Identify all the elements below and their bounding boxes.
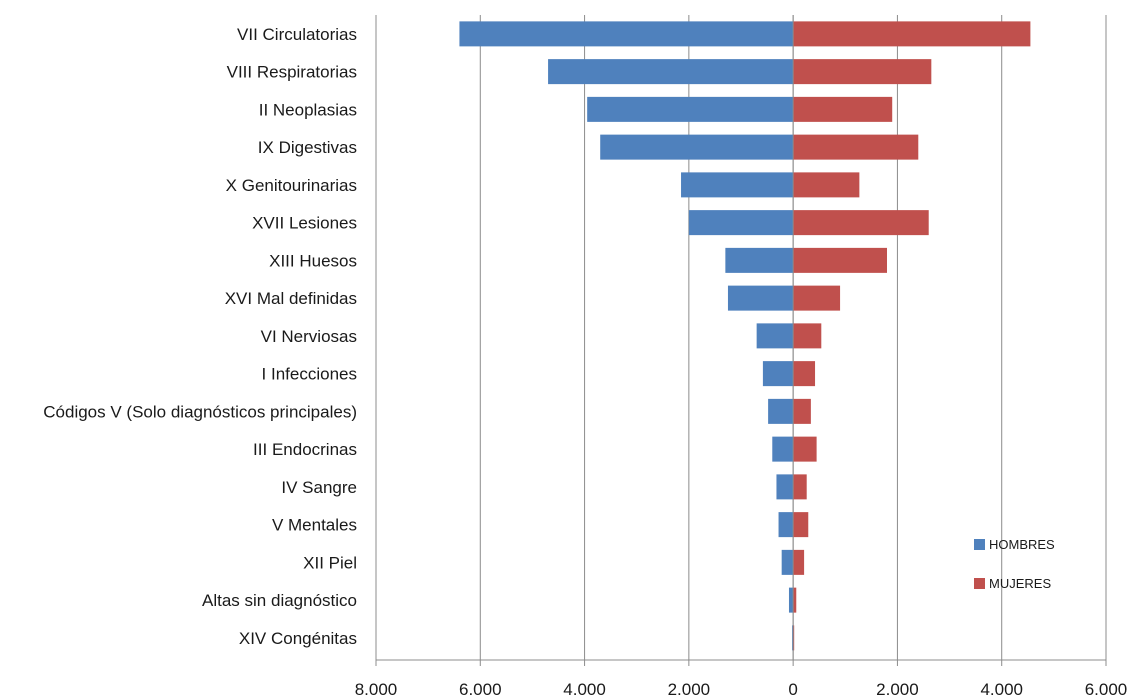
bar-mujeres [793, 398, 811, 424]
x-tick-label: 2.000 [876, 680, 919, 699]
category-labels: VII Circulatorias VIII Respiratorias II Ne… [43, 25, 357, 648]
bar-mujeres [793, 549, 805, 575]
category-label: Altas sin diagnóstico [202, 591, 357, 610]
bar-mujeres [793, 436, 817, 462]
bar-hombres [688, 210, 794, 236]
bar-mujeres [793, 172, 860, 198]
bar-hombres [727, 285, 794, 311]
bar-mujeres [793, 474, 807, 500]
x-tick-label: 6.000 [459, 680, 502, 699]
category-label: Códigos V (Solo diagnósticos principales… [43, 402, 357, 421]
bar-hombres [587, 96, 794, 122]
bar-hombres [792, 625, 794, 651]
bar-hombres [781, 549, 794, 575]
category-label: V Mentales [272, 516, 357, 535]
bar-hombres [725, 247, 794, 273]
bar-mujeres [793, 512, 809, 538]
category-label: III Endocrinas [253, 440, 357, 459]
bar-mujeres [793, 361, 816, 387]
category-label: VIII Respiratorias [227, 63, 357, 82]
bar-mujeres [793, 210, 929, 236]
category-label: IX Digestivas [258, 138, 357, 157]
legend-swatch-hombres [974, 539, 985, 550]
category-label: X Genitourinarias [226, 176, 357, 195]
legend-swatch-mujeres [974, 578, 985, 589]
bar-mujeres [793, 587, 797, 613]
bar-hombres [776, 474, 794, 500]
bar-mujeres [793, 59, 932, 85]
legend-label-hombres: HOMBRES [989, 537, 1055, 552]
legend-label-mujeres: MUJERES [989, 576, 1051, 591]
bar-hombres [772, 436, 794, 462]
category-label: II Neoplasias [259, 100, 357, 119]
x-axis: 8.000 6.000 4.000 2.000 0 2.000 4.000 6.000 [355, 659, 1128, 699]
bar-hombres [600, 134, 794, 160]
bar-hombres [768, 398, 794, 424]
legend: HOMBRES MUJERES [974, 537, 1055, 591]
bar-hombres [762, 361, 794, 387]
bar-mujeres [793, 323, 822, 349]
bar-hombres [548, 59, 794, 85]
bar-mujeres [793, 134, 919, 160]
category-label: IV Sangre [281, 478, 357, 497]
bar-hombres [681, 172, 794, 198]
bar-mujeres [793, 285, 841, 311]
category-label: XVI Mal definidas [225, 289, 357, 308]
bar-mujeres [793, 96, 893, 122]
category-label: XIII Huesos [269, 251, 357, 270]
bar-mujeres [793, 247, 887, 273]
bar-mujeres [793, 21, 1031, 47]
x-tick-label: 0 [788, 680, 797, 699]
bar-mujeres [793, 625, 795, 651]
x-tick-label: 4.000 [980, 680, 1023, 699]
bar-hombres [459, 21, 794, 47]
category-label: XVII Lesiones [252, 214, 357, 233]
category-label: XII Piel [303, 553, 357, 572]
category-label: VII Circulatorias [237, 25, 357, 44]
bar-hombres [756, 323, 794, 349]
bar-hombres [778, 512, 794, 538]
bars [459, 15, 1031, 660]
x-tick-label: 8.000 [355, 680, 398, 699]
category-label: XIV Congénitas [239, 629, 357, 648]
x-tick-label: 2.000 [668, 680, 711, 699]
x-tick-label: 4.000 [563, 680, 606, 699]
x-tick-label: 6.000 [1085, 680, 1128, 699]
bar-hombres [788, 587, 794, 613]
category-label: VI Nerviosas [261, 327, 357, 346]
category-label: I Infecciones [262, 365, 357, 384]
